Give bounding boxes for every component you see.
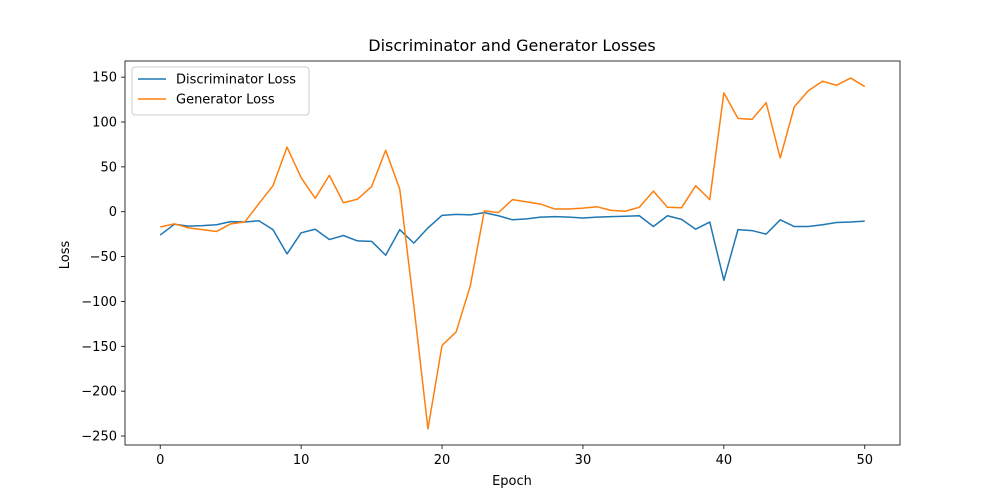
series-line-generator-loss [160,77,866,430]
y-tick-label: 150 [92,71,117,86]
x-tick-label: 10 [293,453,310,468]
x-tick-label: 30 [575,453,592,468]
legend-label: Discriminator Loss [176,73,296,88]
legend-label: Generator Loss [176,93,275,108]
x-tick-label: 50 [856,453,873,468]
y-tick-label: 50 [100,160,117,175]
x-tick-label: 0 [156,453,164,468]
y-tick-label: −100 [81,295,117,310]
y-tick-label: −250 [81,430,117,445]
series-line-discriminator-loss [159,211,865,282]
plot-area: 0 10 20 30 40 50 −250 −200 −150 −100 −50 0 50 100 150 D… [81,60,901,468]
axes-frame [124,60,901,446]
chart-title: Discriminator and Generator Losses [368,36,655,55]
x-tick-label: 40 [716,453,733,468]
y-tick-label: −200 [81,385,117,400]
y-tick-label: 100 [92,116,117,131]
legend-box [131,66,310,116]
y-axis-title: Loss [58,241,73,270]
y-tick-label: 0 [109,205,117,220]
y-tick-label: −50 [90,250,117,265]
x-axis-title: Epoch [492,474,532,489]
x-tick-label: 20 [434,453,451,468]
y-tick-label: −150 [81,340,117,355]
